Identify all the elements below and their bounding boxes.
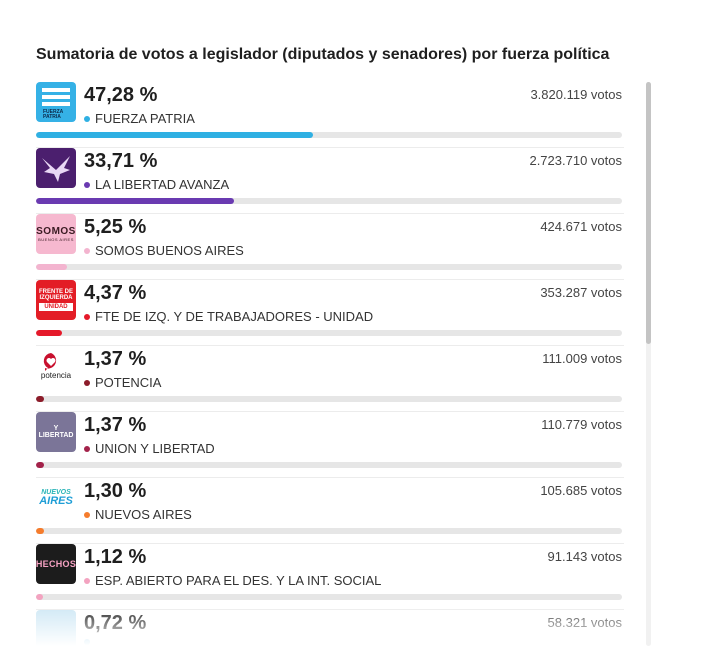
result-votes: 58.321 votos <box>547 615 622 630</box>
result-votes: 91.143 votos <box>547 549 622 564</box>
result-party: POTENCIA <box>84 375 161 390</box>
result-party: LA LIBERTAD AVANZA <box>84 177 229 192</box>
result-party: NUEVOS AIRES <box>84 507 192 522</box>
result-row: SOMOS BUENOS AIRES 5,25 % SOMOS BUENOS AIRE… <box>36 214 624 280</box>
nuevos-aires-logo-icon: NUEVOS AIRES <box>36 478 76 518</box>
result-row: HECHOS 1,12 % ESP. ABIERTO PARA EL DES. Y … <box>36 544 624 610</box>
share-bar-fill <box>36 132 314 138</box>
page-title: Sumatoria de votos a legislador (diputad… <box>36 46 610 63</box>
result-votes: 3.820.119 votos <box>530 87 622 102</box>
share-bar-fill <box>36 462 45 468</box>
party-name: SOMOS BUENOS AIRES <box>95 243 244 258</box>
scrollbar-thumb[interactable] <box>646 82 651 344</box>
party-name: FUERZA PATRIA <box>95 111 195 126</box>
share-bar-fill <box>36 330 62 336</box>
result-row: Y LIBERTAD 1,37 % UNION Y LIBERTAD 110.779 … <box>36 412 624 478</box>
share-bar <box>36 396 622 402</box>
share-bar-fill <box>36 198 234 204</box>
result-party: SOMOS BUENOS AIRES <box>84 243 244 258</box>
hechos-logo-icon: HECHOS <box>36 544 76 584</box>
result-row: potencia 1,37 % POTENCIA 111.009 votos <box>36 346 624 412</box>
share-bar-fill <box>36 264 67 270</box>
share-bar <box>36 594 622 600</box>
row-divider <box>36 543 624 544</box>
share-bar <box>36 264 622 270</box>
result-votes: 105.685 votos <box>540 483 622 498</box>
share-bar-fill <box>36 594 43 600</box>
party-color-dot <box>84 445 90 452</box>
party-color-dot <box>84 577 90 584</box>
result-percent: 47,28 % <box>84 84 158 106</box>
row-divider <box>36 213 624 214</box>
share-bar <box>36 330 622 336</box>
result-row: FRENTE DE IZQUIERDA UNIDAD 4,37 % FTE DE IZQ… <box>36 280 624 346</box>
result-votes: 353.287 votos <box>540 285 622 300</box>
result-percent: 5,25 % <box>84 216 147 238</box>
result-votes: 110.779 votos <box>541 417 622 432</box>
svg-text:PATRIA: PATRIA <box>43 114 61 120</box>
result-votes: 2.723.710 votos <box>529 153 622 168</box>
potencia-heart-icon: potencia <box>36 346 76 386</box>
result-percent: 33,71 % <box>84 150 158 172</box>
union-libertad-logo-icon: Y LIBERTAD <box>36 412 76 452</box>
eagle-icon <box>36 148 76 188</box>
share-bar-fill <box>36 528 44 534</box>
result-party: ESP. ABIERTO PARA EL DES. Y LA INT. SOCI… <box>84 573 381 588</box>
result-row: 0,72 % 58.321 votos <box>36 610 624 646</box>
svg-text:FUERZA: FUERZA <box>43 109 64 115</box>
share-bar-fill <box>36 396 45 402</box>
scrollbar[interactable] <box>646 82 651 646</box>
frente-izquierda-logo-icon: FRENTE DE IZQUIERDA UNIDAD <box>36 280 76 320</box>
party-name: ESP. ABIERTO PARA EL DES. Y LA INT. SOCI… <box>95 573 382 588</box>
party-name: POTENCIA <box>95 375 162 390</box>
party-color-dot <box>84 115 90 122</box>
share-bar <box>36 462 622 468</box>
result-percent: 1,37 % <box>84 348 147 370</box>
party-name: FTE DE IZQ. Y DE TRABAJADORES - UNIDAD <box>95 309 374 324</box>
row-divider <box>36 411 624 412</box>
results-list[interactable]: FUERZA PATRIA 47,28 % FUERZA PATRIA 3.820.11… <box>36 82 624 646</box>
party-logo-icon <box>36 610 76 646</box>
party-color-dot <box>84 379 90 386</box>
result-row: 33,71 % LA LIBERTAD AVANZA 2.723.710 votos <box>36 148 624 214</box>
party-name: LA LIBERTAD AVANZA <box>95 177 230 192</box>
party-color-dot <box>84 511 90 518</box>
party-color-dot <box>84 639 90 645</box>
row-divider <box>36 477 624 478</box>
share-bar <box>36 132 622 138</box>
row-divider <box>36 147 624 148</box>
result-party: FUERZA PATRIA <box>84 111 195 126</box>
result-party: FTE DE IZQ. Y DE TRABAJADORES - UNIDAD <box>84 309 373 324</box>
result-percent: 0,72 % <box>84 612 147 634</box>
row-divider <box>36 345 624 346</box>
result-row: FUERZA PATRIA 47,28 % FUERZA PATRIA 3.820.11… <box>36 82 624 148</box>
row-divider <box>36 279 624 280</box>
share-bar <box>36 528 622 534</box>
result-votes: 111.009 votos <box>542 351 622 366</box>
result-votes: 424.671 votos <box>540 219 622 234</box>
result-party: UNION Y LIBERTAD <box>84 441 215 456</box>
result-party <box>84 639 95 645</box>
party-name: NUEVOS AIRES <box>95 507 192 522</box>
party-color-dot <box>84 181 90 188</box>
party-name: UNION Y LIBERTAD <box>95 441 215 456</box>
somos-logo-icon: SOMOS BUENOS AIRES <box>36 214 76 254</box>
result-percent: 1,30 % <box>84 480 147 502</box>
fuerza-patria-flag-icon: FUERZA PATRIA <box>36 82 76 122</box>
result-percent: 1,37 % <box>84 414 147 436</box>
share-bar <box>36 198 622 204</box>
result-percent: 1,12 % <box>84 546 147 568</box>
result-percent: 4,37 % <box>84 282 147 304</box>
party-color-dot <box>84 247 90 254</box>
party-color-dot <box>84 313 90 320</box>
result-row: NUEVOS AIRES 1,30 % NUEVOS AIRES 105.685 vot… <box>36 478 624 544</box>
